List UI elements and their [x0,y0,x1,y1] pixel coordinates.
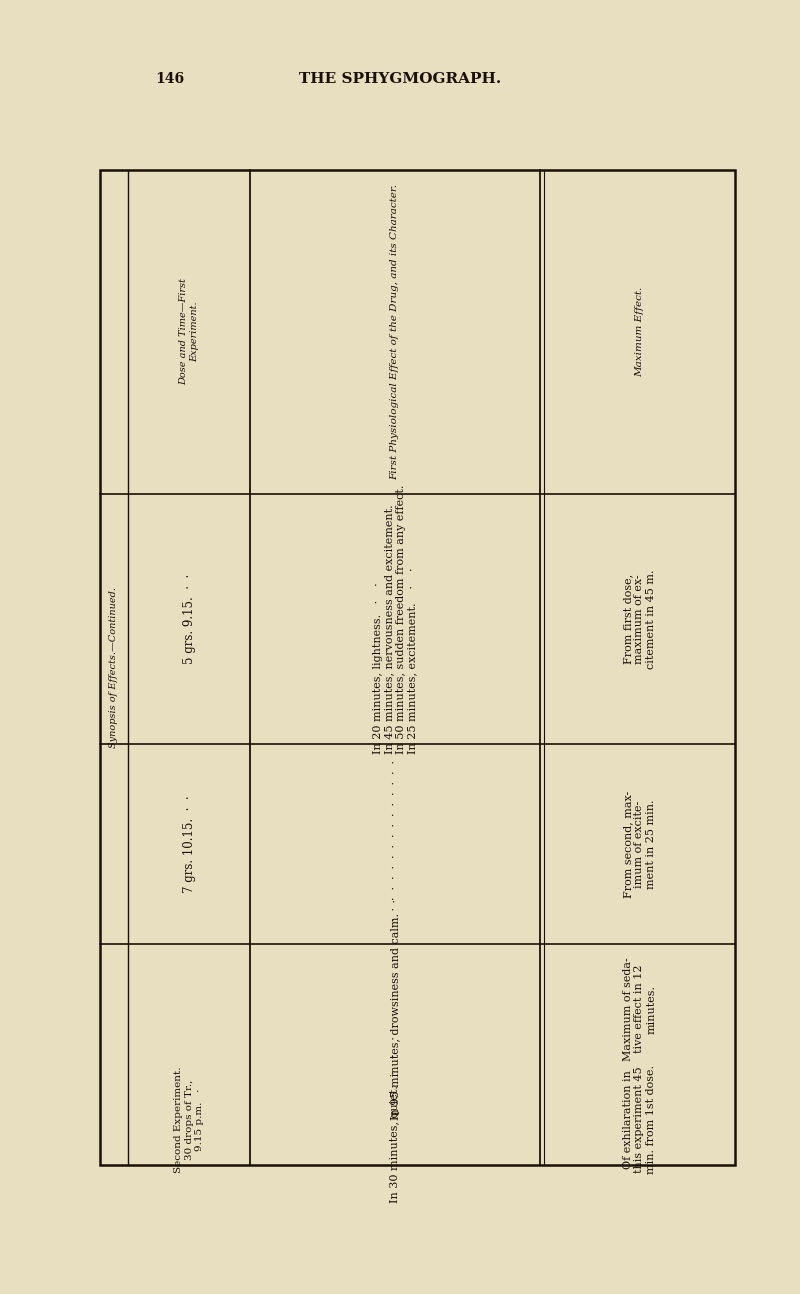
Bar [100,170,735,1165]
Text: From first dose,
maximum of ex-
citement in 45 m.: From first dose, maximum of ex- citement… [623,569,656,669]
Text: Second Experiment.
30 drops of Tr.,
9.15 p.m.   ·: Second Experiment. 30 drops of Tr., 9.15… [174,1066,204,1172]
Text: Of exhilaration in
this experiment 45
min. from 1st dose.: Of exhilaration in this experiment 45 mi… [623,1065,656,1174]
Text: ·  ·  ·  ·  ·  ·  ·  ·  ·  ·  ·  ·  ·  ·  ·  ·: · · · · · · · · · · · · · · · · [390,760,400,928]
Text: Dose and Time—First
Experiment.: Dose and Time—First Experiment. [179,278,198,386]
Text: In 95 minutes, drowsiness and calm.   ·: In 95 minutes, drowsiness and calm. · [390,898,400,1119]
Text: 5 grs. 9.15.  ·  ·: 5 grs. 9.15. · · [182,573,195,664]
Text: Synopsis of Effects.—Continued.: Synopsis of Effects.—Continued. [110,587,118,748]
Text: In 20 minutes, lightness.   ·    ·
In 45 minutes, nervousness and excitement.
In: In 20 minutes, lightness. · · In 45 minu… [373,484,418,753]
Text: From second, max-
imum of excite-
ment in 25 min.: From second, max- imum of excite- ment i… [623,791,656,898]
Text: Maximum of seda-
tive effect in 12
minutes.: Maximum of seda- tive effect in 12 minut… [623,958,656,1061]
Text: Maximum Effect.: Maximum Effect. [635,287,644,377]
Text: 7 grs. 10.15.  ·  ·: 7 grs. 10.15. · · [182,796,195,893]
Text: In 30 minutes, quiet.   ·    ·    ·: In 30 minutes, quiet. · · · [390,1036,400,1203]
Text: First Physiological Effect of the Drug, and its Character.: First Physiological Effect of the Drug, … [390,184,399,480]
Text: THE SPHYGMOGRAPH.: THE SPHYGMOGRAPH. [299,72,501,85]
Text: 146: 146 [155,72,184,85]
